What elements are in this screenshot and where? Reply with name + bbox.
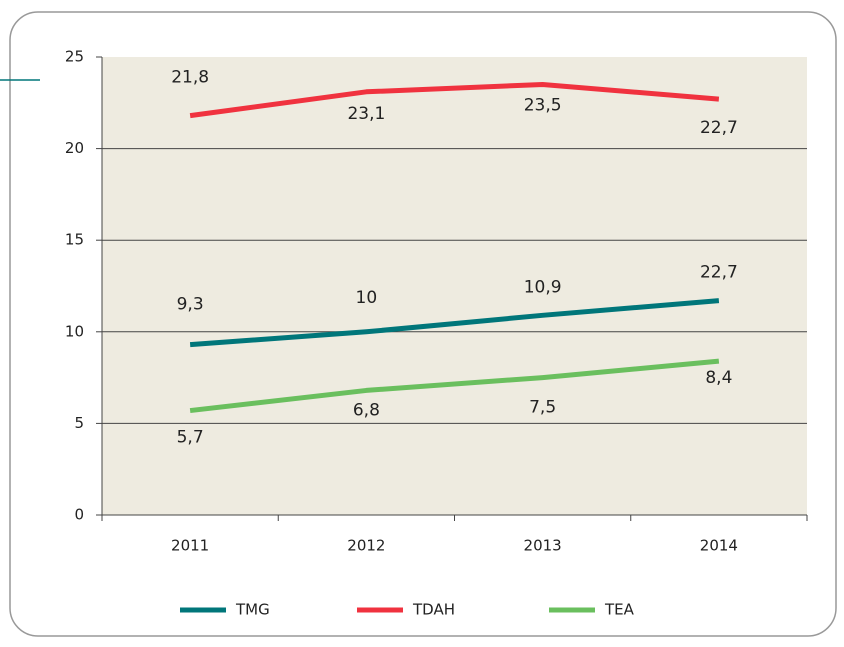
data-label: 6,8: [353, 400, 380, 420]
legend-label: TEA: [604, 601, 635, 619]
data-label: 8,4: [705, 368, 732, 388]
series-line: [189, 81, 720, 119]
data-label: 23,1: [347, 104, 385, 124]
data-label: 10: [356, 288, 378, 308]
data-label: 22,7: [700, 118, 738, 138]
y-tick-label: 20: [65, 139, 84, 157]
data-label: 7,5: [529, 398, 556, 418]
x-tick-label: 2012: [347, 537, 385, 555]
y-tick-label: 0: [74, 506, 84, 524]
y-tick-label: 5: [74, 414, 84, 432]
series-line: [189, 298, 720, 348]
data-label: 21,8: [171, 68, 209, 88]
data-label: 23,5: [524, 95, 562, 115]
legend-label: TDAH: [412, 601, 455, 619]
annotation: 22,7: [700, 263, 738, 283]
series-line: [189, 358, 720, 414]
y-tick-label: 25: [65, 48, 84, 66]
legend-label: TMG: [235, 601, 270, 619]
x-tick-label: 2014: [700, 537, 738, 555]
x-tick-label: 2013: [524, 537, 562, 555]
y-tick-label: 10: [65, 322, 84, 340]
y-tick-label: 15: [65, 231, 84, 249]
data-label: 10,9: [524, 277, 562, 297]
plot-area: [102, 57, 807, 515]
data-label: 9,3: [177, 295, 204, 315]
data-label: 5,7: [177, 428, 204, 448]
x-tick-label: 2011: [171, 537, 209, 555]
